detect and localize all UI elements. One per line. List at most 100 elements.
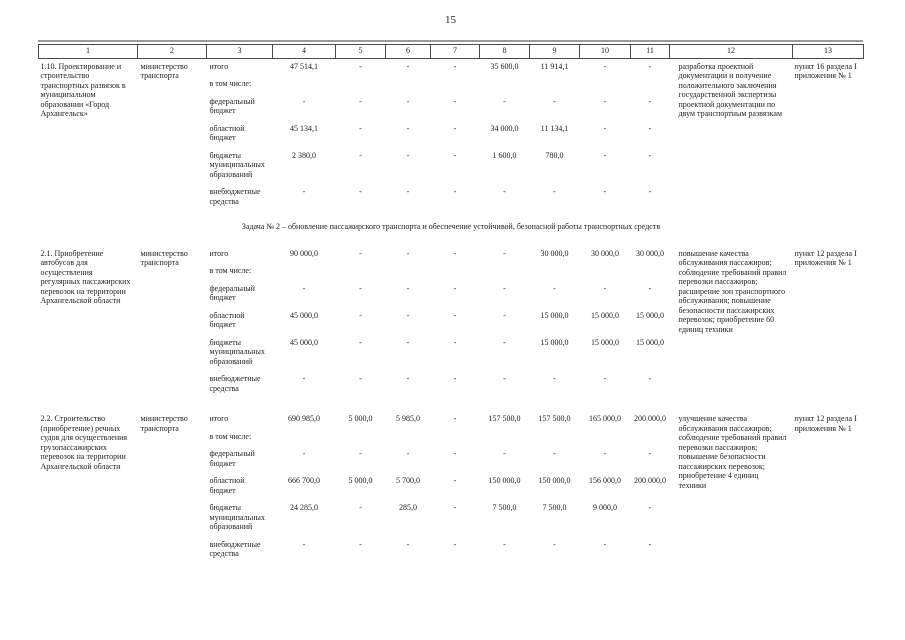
- amount-cell: -: [406, 539, 410, 549]
- amount-cell: 15 000,0: [540, 337, 569, 347]
- amount-cell: -: [406, 150, 410, 160]
- amount-cell: 45 134,1: [290, 123, 318, 133]
- amount-cell: -: [603, 123, 607, 133]
- amount-cell: -: [453, 61, 457, 71]
- amount-cell: [580, 76, 631, 94]
- amount-cell: -: [553, 539, 556, 549]
- amount-cell: 24 285,0: [290, 503, 318, 512]
- amount-cell: 34 000,0: [490, 123, 519, 133]
- budget-label-cell: в том числе:: [209, 79, 252, 88]
- activity-name: 1.10. Проектирование и строительство тра…: [40, 61, 126, 119]
- amount-cell: 30 000,0: [540, 248, 569, 258]
- budget-line-row: бюджеты муниципальных образований 24 285…: [39, 500, 864, 537]
- amount-cell: -: [648, 283, 652, 293]
- budget-label-cell: итого: [209, 414, 229, 423]
- amount-cell: -: [406, 337, 410, 347]
- budget-line-row: бюджеты муниципальных образований 45 000…: [39, 335, 864, 372]
- budget-label-cell: итого: [209, 61, 229, 71]
- amount-cell: 15 000,0: [591, 310, 619, 320]
- amount-cell: -: [359, 187, 362, 196]
- activity-row-1-10: 1.10. Проектирование и строительство тра…: [39, 58, 864, 119]
- amount-cell: -: [302, 539, 306, 549]
- amount-cell: [580, 429, 631, 447]
- section-heading-row: Задача № 2 – обновление пассажирского тр…: [39, 211, 864, 246]
- amount-cell: -: [359, 310, 362, 320]
- executor-cell: министерство транспорта: [140, 61, 188, 81]
- amount-cell: -: [648, 449, 652, 458]
- amount-cell: -: [603, 374, 607, 383]
- amount-cell: 15 000,0: [636, 337, 664, 347]
- amount-cell: [386, 429, 431, 447]
- budget-label-cell: федеральный бюджет: [209, 96, 255, 116]
- budget-line-row: федеральный бюджет - - - - - - - -: [39, 94, 864, 121]
- amount-cell: -: [359, 374, 362, 383]
- amount-cell: 666 700,0: [288, 476, 320, 485]
- amount-cell: -: [359, 337, 362, 347]
- amount-cell: -: [406, 374, 410, 383]
- amount-cell: [431, 429, 480, 447]
- amount-cell: -: [406, 61, 410, 71]
- amount-cell: -: [453, 283, 457, 293]
- amount-cell: -: [503, 539, 506, 549]
- amount-cell: [273, 429, 336, 447]
- amount-cell: 7 500,0: [542, 503, 567, 512]
- page-number: 15: [445, 14, 456, 26]
- amount-cell: -: [302, 187, 306, 196]
- amount-cell: -: [406, 449, 410, 458]
- amount-cell: -: [453, 476, 457, 485]
- amount-cell: 7 500,0: [492, 503, 517, 512]
- amount-cell: -: [503, 337, 506, 347]
- budget-line-row: областной бюджет 45 000,0 - - - - 15 000…: [39, 308, 864, 335]
- table-top-rule: [38, 40, 863, 42]
- amount-cell: -: [648, 539, 652, 549]
- amount-cell: 690 985,0: [288, 414, 320, 423]
- budget-line-row: бюджеты муниципальных образований 2 380,…: [39, 148, 864, 185]
- column-number-8: 8: [479, 44, 530, 59]
- budget-line-row: внебюджетные средства - - - - - - - -: [39, 537, 864, 564]
- amount-cell: 11 914,1: [540, 61, 569, 71]
- budget-label-cell: бюджеты муниципальных образований: [209, 503, 265, 531]
- amount-cell: 15 000,0: [540, 310, 569, 320]
- budget-label-cell: областной бюджет: [209, 310, 245, 330]
- budget-line-row: областной бюджет 666 700,0 5 000,0 5 700…: [39, 473, 864, 500]
- amount-cell: 200 000,0: [634, 476, 666, 485]
- budget-line-row: внебюджетные средства - - - - - - - -: [39, 371, 864, 398]
- reference-cell: пункт 12 раздела I приложения № 1: [794, 414, 857, 433]
- column-number-4: 4: [272, 44, 336, 59]
- amount-cell: [431, 76, 480, 94]
- amount-cell: -: [603, 187, 607, 196]
- amount-cell: -: [359, 96, 362, 106]
- amount-cell: -: [453, 150, 457, 160]
- amount-cell: 90 000,0: [290, 248, 318, 258]
- budget-line-row: областной бюджет 45 134,1 - - - 34 000,0…: [39, 121, 864, 148]
- amount-cell: 2 380,0: [292, 150, 316, 160]
- amount-cell: -: [359, 123, 362, 133]
- table-header: 1 2 3 4 5 6 7 8 9 10 11 12 13: [38, 44, 864, 59]
- budget-line-row: в том числе:: [39, 76, 864, 94]
- amount-cell: -: [359, 539, 362, 549]
- amount-cell: -: [406, 123, 410, 133]
- amount-cell: -: [648, 374, 652, 383]
- amount-cell: -: [453, 187, 457, 196]
- executor-cell: министерство транспорта: [140, 414, 188, 433]
- amount-cell: 5 985,0: [396, 414, 420, 423]
- amount-cell: -: [503, 374, 506, 383]
- activity-name: 2.2. Строительство (приобретение) речных…: [40, 414, 128, 471]
- amount-cell: 30 000,0: [636, 248, 664, 258]
- amount-cell: 165 000,0: [589, 414, 621, 423]
- column-number-1: 1: [38, 44, 138, 59]
- amount-cell: 150 000,0: [538, 476, 571, 485]
- amount-cell: -: [603, 539, 607, 549]
- amount-cell: -: [359, 283, 362, 293]
- amount-cell: -: [406, 187, 410, 196]
- amount-cell: 1 600,0: [492, 150, 517, 160]
- amount-cell: 156 000,0: [589, 476, 621, 485]
- amount-cell: [530, 263, 580, 281]
- amount-cell: 30 000,0: [591, 248, 619, 258]
- amount-cell: 11 134,1: [540, 123, 569, 133]
- amount-cell: -: [406, 248, 410, 258]
- amount-cell: [580, 263, 631, 281]
- amount-cell: -: [603, 283, 607, 293]
- amount-cell: [480, 429, 530, 447]
- column-number-10: 10: [579, 44, 631, 59]
